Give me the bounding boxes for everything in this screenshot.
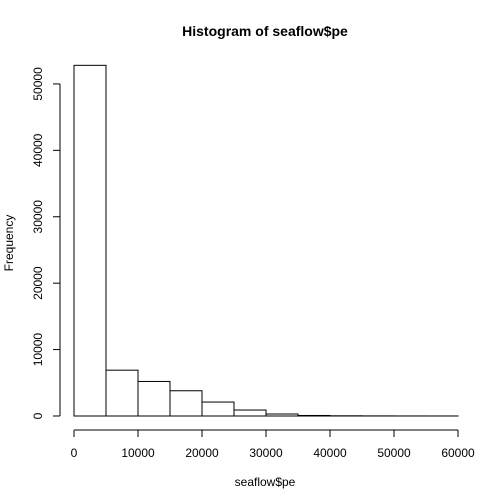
histogram-bar [105,369,139,417]
y-tick-label: 30000 [31,200,45,234]
bars-group [73,64,459,417]
x-tick-label: 20000 [185,446,219,460]
y-tick-label: 50000 [31,67,45,101]
y-tick-label: 20000 [31,266,45,300]
y-axis: 0 10000 20000 30000 40000 50000 [31,67,61,419]
y-tick-label: 0 [31,412,45,419]
y-tick-label: 10000 [31,333,45,367]
x-tick-label: 60000 [441,446,475,460]
y-tick-label: 40000 [31,133,45,167]
histogram-bar [169,390,203,417]
histogram-bar [297,414,331,417]
x-tick-label: 40000 [313,446,347,460]
x-tick-label: 0 [71,446,78,460]
x-axis-label: seaflow$pe [235,475,296,489]
histogram-bar [73,64,107,417]
chart-title: Histogram of seaflow$pe [182,23,348,39]
x-axis: 0 10000 20000 30000 40000 50000 60000 [71,429,475,460]
x-tick-label: 10000 [121,446,155,460]
x-tick-label: 30000 [249,446,283,460]
histogram-bar [137,380,171,417]
histogram-bar [233,409,267,417]
x-tick-label: 50000 [377,446,411,460]
histogram-bar [201,401,235,417]
histogram-bar [265,413,299,417]
y-axis-label: Frequency [2,215,16,272]
